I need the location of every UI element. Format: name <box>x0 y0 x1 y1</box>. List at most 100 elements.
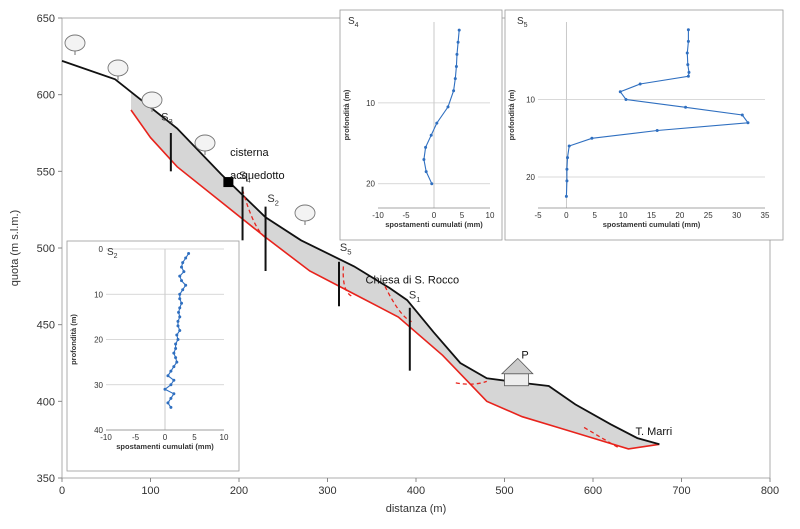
inset-data-point <box>655 129 659 132</box>
inset-data-point <box>174 347 178 351</box>
tree-icon <box>194 134 216 155</box>
reservoir-marker <box>223 177 234 188</box>
inset-data-point <box>169 396 173 400</box>
inset-data-point <box>169 405 173 409</box>
inset-x-tick-label: 15 <box>647 211 656 220</box>
inset-data-point <box>565 167 569 171</box>
tree-icon <box>294 204 316 225</box>
inset-x-tick-label: 0 <box>432 211 437 220</box>
inset-data-point <box>180 301 184 305</box>
inset-data-point <box>452 89 456 93</box>
inset-x-tick-label: 10 <box>619 211 628 220</box>
inset-data-point <box>455 52 459 56</box>
x-tick-label: 200 <box>230 485 248 497</box>
secondary-slip-surface-1 <box>241 189 268 240</box>
inset-x-tick-label: 5 <box>192 433 197 442</box>
inset-data-point <box>685 51 689 55</box>
inset-x-tick-label: -10 <box>100 433 112 442</box>
y-tick-label: 400 <box>37 396 55 408</box>
inset-x-tick-label: 35 <box>761 211 770 220</box>
inset-data-point <box>174 356 178 360</box>
inset-data-point <box>684 105 688 109</box>
tree-crown <box>194 134 216 152</box>
inset-data-point <box>565 179 569 183</box>
inset-x-tick-label: 30 <box>732 211 741 220</box>
inset-data-point <box>618 90 622 94</box>
tree-crown <box>141 91 163 109</box>
inset-y-tick-label: 40 <box>94 426 103 435</box>
inset-data-point <box>446 105 450 109</box>
inset-s2: 0 10 20 30 40-10 -5 0 5 10 spostamenti cumulati (… <box>66 240 240 472</box>
inset-s5: 10 20 -5 0 5 10 15 20 25 30 35 spostamenti cumulati… <box>504 9 784 241</box>
inset-data-point <box>176 319 180 323</box>
annotation-cisterna: cisterna <box>230 147 269 159</box>
y-tick-label: 650 <box>37 13 55 25</box>
inset-x-tick-label: -5 <box>534 211 542 220</box>
annotation-p: P <box>521 349 528 361</box>
inset-data-point <box>590 136 594 140</box>
inset-data-point <box>163 387 167 391</box>
inset-y-tick-label: 20 <box>94 336 103 345</box>
borehole-label-s3: S3 <box>161 112 173 126</box>
secondary-slip-surface-5 <box>583 426 619 448</box>
inset-data-point <box>172 351 176 355</box>
y-tick-label: 350 <box>37 473 55 485</box>
inset-x-tick-label: 10 <box>220 433 229 442</box>
inset-data-point <box>184 256 188 260</box>
inset-data-point <box>567 144 571 148</box>
inset-data-point <box>424 170 428 174</box>
x-tick-label: 600 <box>584 485 602 497</box>
inset-data-point <box>166 374 170 378</box>
inset-data-point <box>172 378 176 382</box>
secondary-slip-surface-2 <box>342 266 355 298</box>
inset-data-point <box>175 333 179 337</box>
inset-y-axis-label: profondità (m) <box>69 314 78 365</box>
inset-x-tick-label: 20 <box>675 211 684 220</box>
inset-x-axis-label: spostamenti cumulati (mm) <box>603 220 701 229</box>
house-icon <box>500 357 534 387</box>
inset-data-point <box>740 113 744 117</box>
inset-title-label: S5 <box>517 16 528 29</box>
inset-data-point <box>456 40 460 44</box>
inset-y-tick-label: 10 <box>366 99 375 108</box>
inset-data-point <box>178 292 182 296</box>
inset-data-point <box>453 77 457 81</box>
inset-data-point <box>746 121 750 125</box>
inset-y-tick-label: 20 <box>366 180 375 189</box>
main-chart: 0 100 200 300 400 500 600 700 800350400450500550… <box>9 13 779 515</box>
x-tick-label: 300 <box>318 485 336 497</box>
house-wall <box>504 373 529 387</box>
inset-y-tick-label: 10 <box>94 290 103 299</box>
inset-title-label: S4 <box>348 16 359 29</box>
inset-x-axis-label: spostamenti cumulati (mm) <box>116 442 214 451</box>
inset-data-point <box>457 28 461 32</box>
inset-x-tick-label: 5 <box>593 211 598 220</box>
inset-data-point <box>180 265 184 269</box>
inset-data-point <box>686 39 690 43</box>
borehole-label-s2: S2 <box>267 193 279 207</box>
inset-y-tick-label: 10 <box>526 96 535 105</box>
inset-data-point <box>175 360 179 364</box>
borehole-label-s4: S4 <box>239 170 251 184</box>
inset-data-point <box>181 261 185 265</box>
borehole-label-s5: S5 <box>340 242 352 256</box>
inset-y-tick-label: 0 <box>99 245 104 254</box>
inset-data-point <box>169 383 173 387</box>
x-tick-label: 800 <box>761 485 779 497</box>
inset-data-point <box>430 182 434 186</box>
inset-y-tick-label: 30 <box>94 381 103 390</box>
inset-frame <box>66 240 240 472</box>
secondary-slip-surface-4 <box>455 380 488 385</box>
house-roof <box>500 357 534 375</box>
x-tick-label: 100 <box>141 485 159 497</box>
slip-surface-line <box>130 109 660 450</box>
inset-data-point <box>178 328 182 332</box>
inset-data-point <box>176 338 180 341</box>
inset-data-point <box>178 297 182 301</box>
inset-data-point <box>178 315 182 319</box>
inset-data-point <box>178 306 182 310</box>
annotation-acquedotto: acquedotto <box>230 170 284 182</box>
inset-data-point <box>176 324 180 328</box>
